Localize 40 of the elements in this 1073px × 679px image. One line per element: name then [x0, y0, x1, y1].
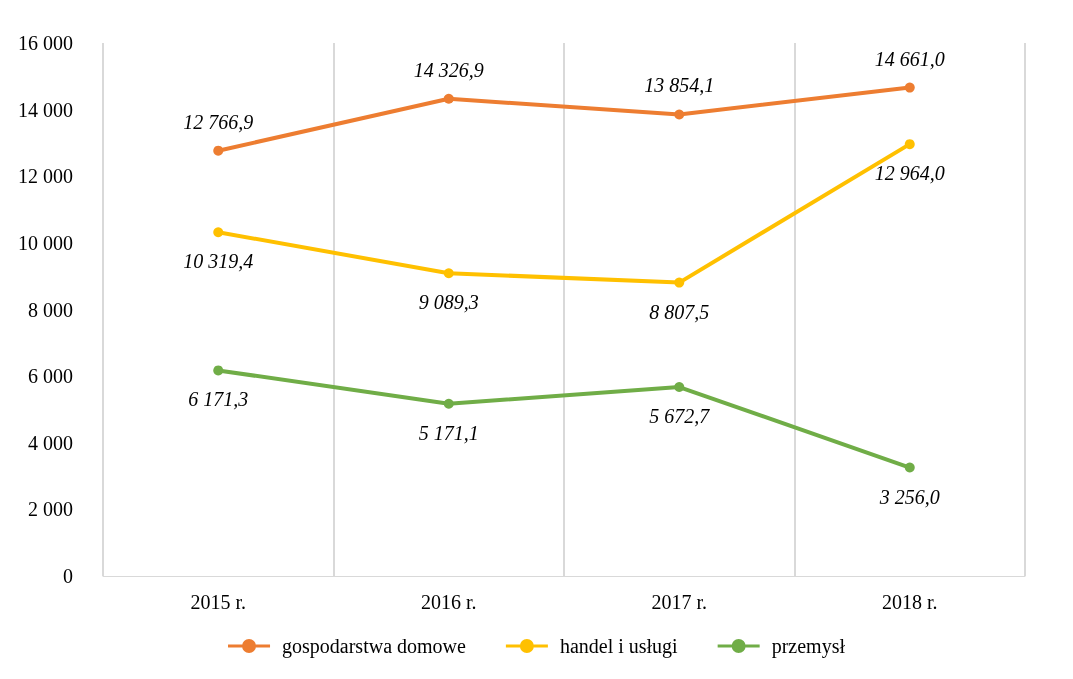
data-label: 5 171,1	[418, 421, 479, 444]
data-label: 12 964,0	[874, 162, 945, 185]
data-label: 12 766,9	[183, 110, 254, 133]
point	[213, 365, 224, 376]
point	[674, 382, 685, 393]
data-label: 6 171,3	[188, 388, 249, 411]
y-tick-label: 16 000	[18, 32, 73, 54]
data-label: 14 326,9	[413, 58, 484, 81]
point	[904, 82, 915, 93]
point	[674, 109, 685, 120]
point	[904, 139, 915, 150]
y-tick-label: 10 000	[18, 231, 73, 254]
point	[674, 277, 685, 288]
point	[904, 462, 915, 473]
x-tick-label: 2015 r.	[190, 591, 247, 613]
x-tick-label: 2018 r.	[881, 591, 938, 613]
data-label: 3 256,0	[878, 485, 940, 508]
point	[443, 398, 454, 409]
legend-label: gospodarstwa domowe	[282, 635, 467, 658]
x-tick-label: 2017 r.	[651, 591, 708, 613]
point	[213, 145, 224, 156]
data-label: 9 089,3	[418, 291, 479, 314]
y-tick-label: 0	[63, 565, 73, 587]
y-tick-label: 12 000	[18, 165, 73, 188]
data-label: 8 807,5	[649, 300, 710, 323]
x-tick-label: 2016 r.	[420, 591, 477, 613]
point	[443, 268, 454, 279]
y-tick-label: 4 000	[28, 431, 73, 454]
legend-label: handel i usługi	[559, 635, 679, 658]
point	[213, 227, 224, 238]
point	[443, 93, 454, 104]
y-tick-label: 6 000	[28, 365, 73, 388]
y-tick-label: 8 000	[28, 298, 73, 321]
data-label: 5 672,7	[649, 405, 711, 428]
y-tick-label: 2 000	[28, 498, 73, 521]
data-label: 10 319,4	[183, 250, 254, 273]
legend-label: przemysł	[771, 635, 846, 658]
y-tick-label: 14 000	[18, 98, 73, 121]
data-label: 13 854,1	[644, 74, 715, 97]
data-label: 14 661,0	[874, 47, 945, 70]
